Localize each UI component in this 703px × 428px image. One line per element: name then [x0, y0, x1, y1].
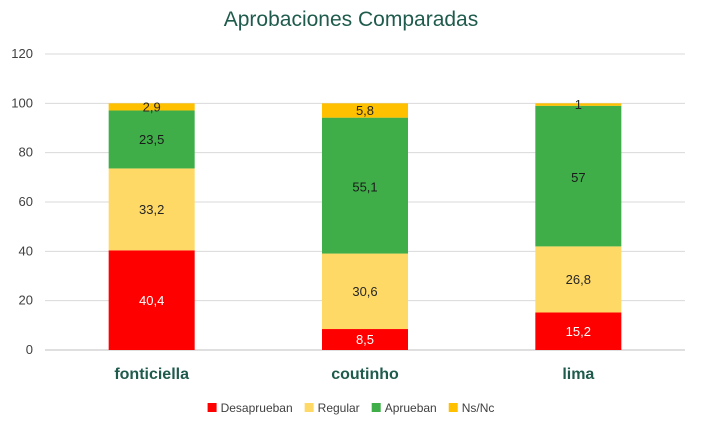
data-label: 26,8 [566, 272, 591, 287]
bars: 40,4 33,2 23,5 2,9 8,5 30,6 55,1 5,8 15,2 26,8 57 1 [108, 97, 622, 350]
chart-title: Aprobaciones Comparadas [224, 8, 478, 31]
bar-segment-aprueban [108, 110, 195, 169]
bar-segment-ns-nc [535, 103, 622, 106]
legend-swatch [304, 403, 314, 412]
legend-label: Aprueban [385, 401, 437, 415]
data-label: 5,8 [356, 103, 374, 118]
x-tick-label: fonticiella [114, 366, 189, 383]
data-label: 8,5 [356, 332, 374, 347]
data-label: 2,9 [143, 100, 161, 115]
bar-segment-aprueban [535, 105, 622, 247]
legend-swatch [371, 403, 381, 412]
legend-item: Ns/Nc [448, 401, 495, 415]
bar-segment-regular [322, 253, 408, 330]
y-tick-label: 100 [11, 95, 33, 110]
data-label: 30,6 [352, 284, 377, 299]
legend-label: Regular [318, 401, 360, 415]
y-tick-label: 60 [19, 194, 33, 209]
bar-segment-regular [535, 246, 622, 313]
y-tick-label: 0 [26, 342, 33, 357]
data-label: 55,1 [352, 179, 377, 194]
bar-segment-ns-nc [108, 103, 195, 111]
legend-item: Aprueban [371, 401, 437, 415]
data-label: 1 [575, 97, 582, 112]
legend-item: Desaprueban [207, 401, 293, 415]
y-tick-label: 120 [11, 46, 33, 61]
legend: Desaprueban Regular Aprueban Ns/Nc [207, 401, 495, 415]
y-tick-label: 40 [19, 243, 33, 258]
legend-swatch [207, 403, 217, 412]
legend-item: Regular [304, 401, 360, 415]
data-label: 33,2 [139, 202, 164, 217]
x-tick-label: coutinho [331, 366, 399, 383]
legend-label: Desaprueban [221, 401, 293, 415]
data-label: 23,5 [139, 132, 164, 147]
bar-segment-ns-nc [322, 103, 408, 118]
bar-segment-aprueban [322, 117, 408, 254]
data-label: 57 [571, 170, 585, 185]
bar-segment-regular [108, 168, 195, 251]
y-tick-label: 80 [19, 145, 33, 160]
x-axis: fonticiella coutinho lima [114, 366, 594, 383]
bar-segment-desaprueban [322, 329, 408, 350]
x-tick-label: lima [562, 366, 594, 383]
y-tick-label: 20 [19, 293, 33, 308]
data-label: 15,2 [566, 324, 591, 339]
bar-segment-desaprueban [108, 250, 195, 350]
legend-label: Ns/Nc [462, 401, 495, 415]
bar-segment-desaprueban [535, 312, 622, 350]
data-label: 40,4 [139, 293, 164, 308]
y-axis: 0 20 40 60 80 100 120 [11, 46, 33, 357]
legend-swatch [448, 403, 458, 412]
